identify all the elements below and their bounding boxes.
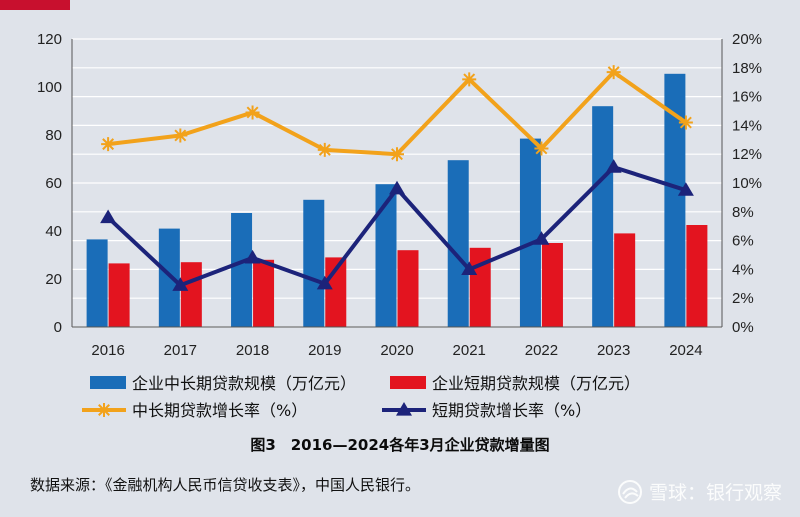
bar-long-term xyxy=(86,239,108,327)
right-tick-label: 4% xyxy=(732,261,754,278)
bar-short-term xyxy=(614,233,636,327)
marker-short-term-growth xyxy=(316,275,333,290)
bar-short-term xyxy=(180,262,202,327)
legend-label: 中长期贷款增长率（%） xyxy=(132,401,307,420)
x-tick-label: 2021 xyxy=(453,342,486,359)
left-tick-label: 80 xyxy=(45,127,62,144)
x-tick-label: 2016 xyxy=(91,342,124,359)
legend-item: 中长期贷款增长率（%） xyxy=(82,401,307,420)
left-tick-label: 100 xyxy=(37,79,62,96)
legend-label: 短期贷款增长率（%） xyxy=(432,401,591,420)
bars xyxy=(86,73,708,327)
legend-label: 企业短期贷款规模（万亿元） xyxy=(432,374,640,393)
corner-tab xyxy=(0,0,70,10)
bar-long-term xyxy=(519,138,541,327)
legend-swatch xyxy=(90,376,126,389)
legend-marker xyxy=(396,402,412,416)
legend: 企业中长期贷款规模（万亿元） 企业短期贷款规模（万亿元） 中长期贷款增长率（%） 短期… xyxy=(82,374,640,420)
marker-short-term-growth xyxy=(677,182,694,196)
legend-marker xyxy=(97,403,111,417)
marker-short-term-growth xyxy=(100,209,117,224)
bar-long-term xyxy=(231,213,253,327)
bar-short-term xyxy=(397,250,419,327)
marker-long-term-growth xyxy=(245,105,260,120)
bar-short-term xyxy=(253,259,275,327)
right-tick-label: 18% xyxy=(732,60,762,77)
bar-long-term xyxy=(664,73,686,327)
x-tick-label: 2019 xyxy=(308,342,341,359)
right-tick-label: 8% xyxy=(732,204,754,221)
x-tick-label: 2020 xyxy=(380,342,413,359)
right-tick-label: 14% xyxy=(732,117,762,134)
marker-long-term-growth xyxy=(173,128,188,143)
right-tick-label: 10% xyxy=(732,175,762,192)
legend-item: 企业短期贷款规模（万亿元） xyxy=(390,374,640,393)
marker-short-term-growth xyxy=(605,159,622,173)
bar-short-term xyxy=(541,243,563,327)
marker-long-term-growth xyxy=(678,115,693,130)
left-tick-label: 40 xyxy=(45,223,62,240)
marker-long-term-growth xyxy=(606,65,621,80)
bar-short-term xyxy=(686,225,708,327)
snowball-logo-icon xyxy=(617,479,642,504)
left-tick-label: 120 xyxy=(37,31,62,48)
right-tick-label: 0% xyxy=(732,319,754,336)
watermark: 雪球：银行观察 xyxy=(617,478,782,505)
marker-short-term-growth xyxy=(244,249,261,264)
source-note: 数据来源：《金融机构人民币信贷收支表》，中国人民银行。 xyxy=(30,476,421,494)
marker-short-term-growth xyxy=(461,261,478,275)
marker-long-term-growth xyxy=(101,137,116,152)
marker-long-term-growth xyxy=(462,72,477,87)
marker-short-term-growth xyxy=(389,180,405,195)
chart: 0% 2% 4% 6% 8% 10% 12% 14% 16% 18% 20% 0 20 40 60 80 100… xyxy=(37,31,762,420)
legend-swatch xyxy=(390,376,426,389)
right-tick-label: 6% xyxy=(732,233,754,250)
figure-caption: 图3 2016—2024各年3月企业贷款增量图 xyxy=(250,436,550,454)
lines xyxy=(100,65,694,291)
watermark-text: 雪球：银行观察 xyxy=(648,482,782,504)
x-tick-label: 2023 xyxy=(597,342,630,359)
x-tick-label: 2022 xyxy=(525,342,558,359)
x-tick-label: 2024 xyxy=(669,342,702,359)
bar-long-term xyxy=(592,106,614,327)
right-tick-label: 16% xyxy=(732,89,762,106)
left-tick-label: 20 xyxy=(45,271,62,288)
x-tick-label: 2018 xyxy=(236,342,269,359)
bar-long-term xyxy=(158,228,180,327)
legend-item: 企业中长期贷款规模（万亿元） xyxy=(90,374,356,393)
marker-short-term-growth xyxy=(172,277,189,291)
marker-long-term-growth xyxy=(534,141,549,156)
marker-short-term-growth xyxy=(533,231,550,245)
marker-long-term-growth xyxy=(390,147,404,162)
bar-long-term xyxy=(303,199,325,327)
marker-long-term-growth xyxy=(317,142,332,157)
left-tick-label: 60 xyxy=(45,175,62,192)
right-tick-label: 20% xyxy=(732,31,762,48)
x-tick-label: 2017 xyxy=(164,342,197,359)
axes: 0% 2% 4% 6% 8% 10% 12% 14% 16% 18% 20% 0 20 40 60 80 100… xyxy=(37,31,762,359)
legend-item: 短期贷款增长率（%） xyxy=(382,401,591,420)
right-tick-label: 2% xyxy=(732,290,754,307)
bar-long-term xyxy=(447,160,469,327)
right-tick-label: 12% xyxy=(732,146,762,163)
bar-short-term xyxy=(108,263,130,327)
left-tick-label: 0 xyxy=(54,319,62,336)
legend-label: 企业中长期贷款规模（万亿元） xyxy=(132,374,356,393)
bar-long-term xyxy=(375,184,397,327)
